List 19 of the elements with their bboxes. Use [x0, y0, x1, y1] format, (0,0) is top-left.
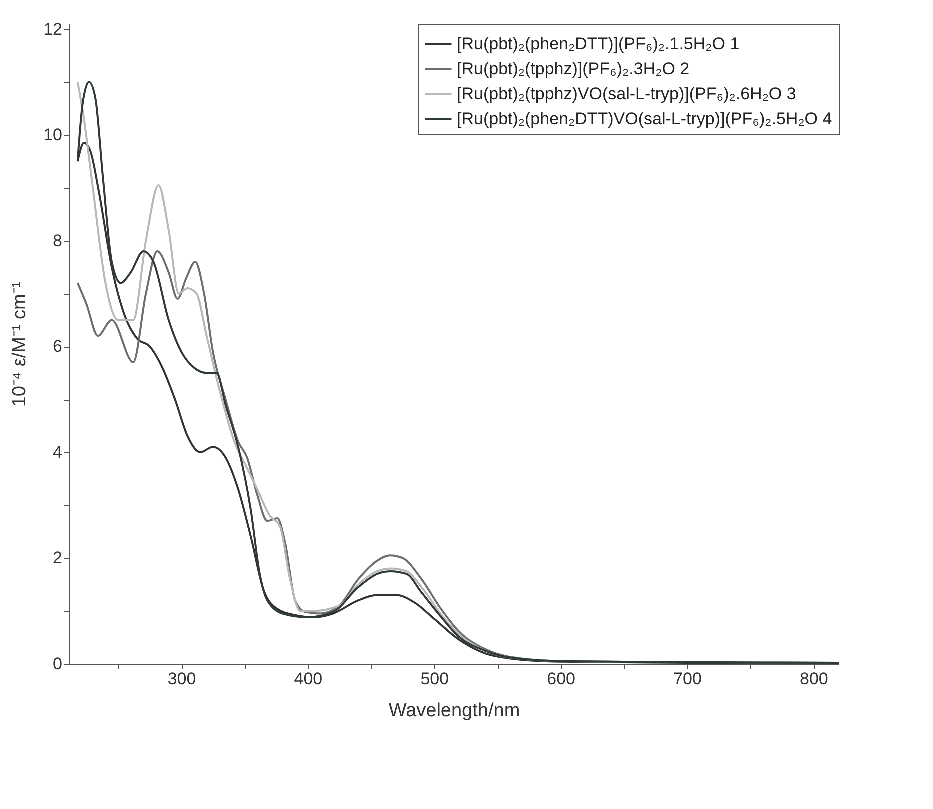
x-tick-label: 300 [168, 670, 196, 688]
legend-label: [Ru(pbt)₂(phen₂DTT)VO(sal-L-tryp)](PF₆)₂.5H₂O 4 [457, 110, 832, 128]
legend-label: [Ru(pbt)₂(phen₂DTT)](PF₆)₂.1.5H₂O 1 [457, 34, 740, 54]
y-tick-label: 12 [44, 20, 62, 39]
y-tick-label: 8 [53, 231, 62, 250]
x-axis-title: Wavelength/nm [388, 700, 520, 722]
x-tick-label: 600 [547, 670, 576, 688]
x-tick-label: 500 [420, 670, 450, 688]
y-tick-label: 4 [53, 442, 62, 462]
x-tick-label: 700 [674, 670, 702, 688]
y-tick-label: 0 [53, 654, 62, 674]
y-tick-label: 2 [53, 548, 62, 568]
y-axis-title: 10⁻⁴ ε/M⁻¹ cm⁻¹ [10, 282, 31, 408]
y-tick-label: 6 [53, 337, 62, 356]
y-tick-label: 10 [44, 126, 62, 145]
legend-label: [Ru(pbt)₂(tpphz)](PF₆)₂.3H₂O 2 [457, 60, 690, 78]
legend-label: [Ru(pbt)₂(tpphz)VO(sal-L-tryp)](PF₆)₂.6H₂O 3 [457, 84, 796, 104]
x-tick-label: 800 [800, 670, 828, 688]
x-tick-label: 400 [294, 670, 323, 688]
